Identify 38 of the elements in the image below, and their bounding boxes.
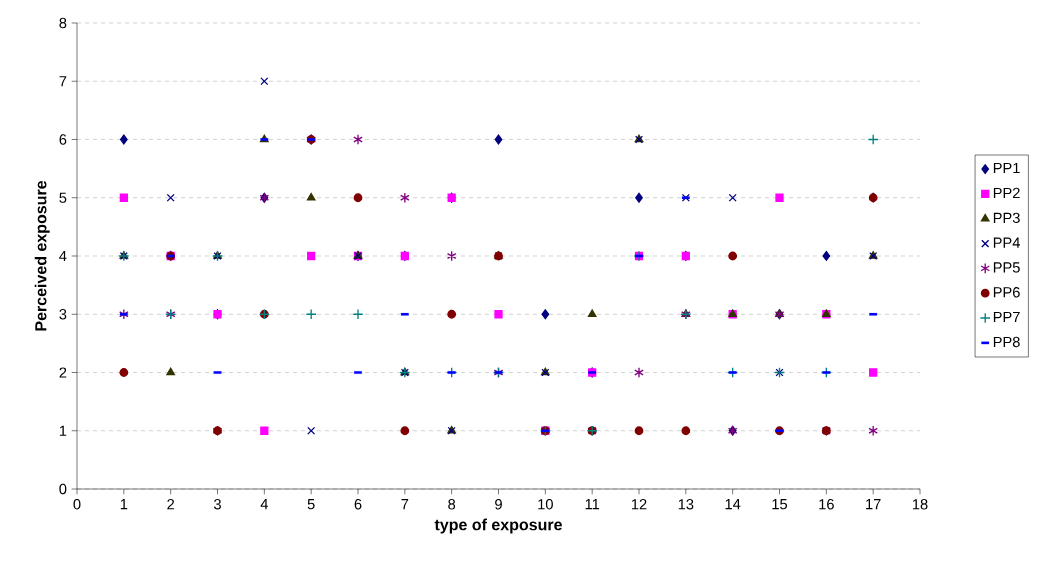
x-tick-label: 7 bbox=[401, 499, 409, 510]
legend-label: PP4 bbox=[993, 237, 1020, 248]
x-tick-label: 8 bbox=[448, 499, 456, 510]
legend-label: PP2 bbox=[993, 187, 1020, 198]
legend-label: PP6 bbox=[993, 287, 1020, 298]
x-tick-label: 5 bbox=[307, 499, 315, 510]
x-axis-title: type of exposure bbox=[434, 518, 562, 534]
y-tick-label: 0 bbox=[59, 483, 67, 495]
x-tick-label: 4 bbox=[260, 499, 268, 510]
legend-label: PP3 bbox=[993, 212, 1020, 224]
x-tick-label: 3 bbox=[213, 499, 221, 510]
x-tick-label: 11 bbox=[585, 499, 600, 510]
legend-label: PP1 bbox=[993, 163, 1020, 174]
y-tick-label: 8 bbox=[59, 17, 67, 29]
y-tick-label: 1 bbox=[59, 425, 67, 436]
x-tick-label: 18 bbox=[912, 499, 928, 510]
x-tick-label: 17 bbox=[866, 499, 881, 510]
y-tick-label: 2 bbox=[59, 367, 67, 378]
x-tick-label: 15 bbox=[772, 499, 788, 510]
y-tick-label: 4 bbox=[59, 250, 67, 262]
y-tick-label: 7 bbox=[59, 76, 67, 87]
y-tick-label: 5 bbox=[59, 192, 67, 203]
y-tick-label: 6 bbox=[59, 134, 67, 145]
x-tick-label: 16 bbox=[819, 499, 834, 510]
x-tick-label: 9 bbox=[495, 499, 502, 510]
y-axis-title: Perceived exposure bbox=[34, 180, 50, 331]
x-tick-label: 0 bbox=[73, 499, 81, 510]
x-tick-label: 6 bbox=[354, 499, 362, 510]
y-tick-label: 3 bbox=[59, 309, 67, 320]
legend-label: PP7 bbox=[993, 312, 1020, 323]
x-tick-label: 14 bbox=[725, 499, 741, 510]
legend-label: PP8 bbox=[993, 336, 1020, 348]
x-tick-label: 13 bbox=[678, 499, 694, 510]
x-tick-label: 10 bbox=[538, 499, 553, 510]
x-tick-label: 1 bbox=[120, 499, 128, 510]
x-tick-label: 12 bbox=[631, 499, 647, 510]
x-tick-label: 2 bbox=[167, 499, 175, 510]
legend-label: PP5 bbox=[993, 262, 1020, 273]
